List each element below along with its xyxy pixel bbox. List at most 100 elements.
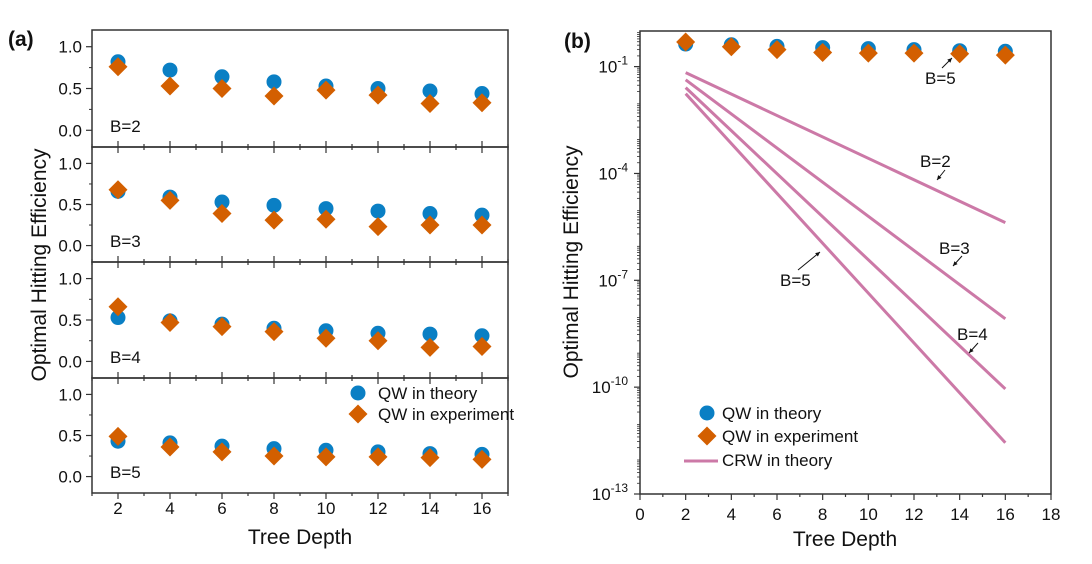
crw-line-b3: [684, 78, 1007, 320]
experiment-point: [212, 317, 232, 337]
arrow-head: [953, 261, 958, 266]
x-tick-label: 8: [818, 505, 827, 524]
experiment-point: [858, 43, 878, 63]
y-tick-label: 10-13: [592, 481, 629, 504]
arrow-head: [815, 252, 820, 257]
y-tick-label: 1.0: [58, 154, 82, 173]
legend-b: QW in theory QW in experiment CRW in theor…: [684, 404, 858, 470]
y-tick-label: 0.5: [58, 311, 82, 330]
experiment-point: [212, 79, 232, 98]
experiment-point: [368, 85, 388, 105]
panel-label-a: (a): [8, 28, 34, 51]
panel-a: (a)0.00.51.0B=20.00.51.0B=30.00.51.0B=40…: [8, 28, 514, 549]
curve-annotation: B=3: [939, 239, 970, 258]
crw-line-b5: [684, 92, 1007, 444]
experiment-point: [160, 190, 180, 210]
experiment-point: [368, 217, 388, 237]
legend-theory-marker: [699, 405, 715, 421]
theory-point: [370, 203, 386, 219]
curve-annotation: B=5: [780, 271, 811, 290]
subplot-frame: [91, 29, 509, 148]
crw-line-b2: [685, 71, 1006, 224]
subplot-b4: 0.0 0.5 1.0 B=4: [58, 261, 509, 379]
x-tick-label: 14: [950, 505, 969, 524]
subplot-label: B=5: [110, 463, 141, 482]
subplot-b2: 0.0 0.5 1.0 B=2: [58, 29, 509, 148]
x-tick-label: 16: [473, 499, 492, 518]
experiment-point: [767, 40, 787, 60]
annotation-arrow: [797, 251, 821, 271]
curve-annotation: B=2: [920, 152, 951, 171]
theory-point: [266, 74, 282, 90]
theory-point: [162, 62, 178, 78]
experiment-point: [420, 448, 440, 468]
y-tick-label: 1.0: [58, 38, 82, 57]
experiment-point: [316, 328, 336, 348]
x-axis-title: Tree Depth: [793, 528, 897, 551]
theory-point: [266, 197, 282, 213]
x-tick-label: 6: [217, 499, 226, 518]
x-tick-label: 16: [996, 505, 1015, 524]
x-tick-label: 4: [727, 505, 736, 524]
subplot-frame: [91, 261, 509, 379]
x-axis-title: Tree Depth: [248, 526, 352, 549]
experiment-point: [420, 94, 440, 114]
subplot-frame: [91, 146, 509, 263]
experiment-point: [316, 209, 336, 229]
experiment-point: [904, 43, 924, 63]
panel-label-b: (b): [564, 30, 591, 53]
theory-point: [474, 328, 490, 344]
experiment-point: [420, 337, 440, 357]
theory-point: [422, 326, 438, 342]
experiment-point: [212, 204, 232, 224]
experiment-point: [264, 446, 284, 466]
y-tick-label: 0.0: [58, 352, 82, 371]
experiment-point: [368, 331, 388, 351]
experiment-point: [108, 426, 128, 446]
y-tick-label: 0.5: [58, 427, 82, 446]
legend-experiment-label: QW in experiment: [378, 405, 514, 424]
legend-experiment-marker: [348, 404, 368, 424]
experiment-point: [995, 45, 1015, 65]
legend-crw-label: CRW in theory: [722, 451, 833, 470]
arrow-head: [937, 175, 942, 180]
subplot-label: B=3: [110, 232, 141, 251]
x-tick-label: 8: [269, 499, 278, 518]
y-tick-label: 0.5: [58, 196, 82, 215]
theory-point: [214, 69, 230, 85]
y-tick-label: 0.0: [58, 237, 82, 256]
experiment-point: [472, 93, 492, 113]
x-tick-label: 12: [905, 505, 924, 524]
y-axis-title: Optimal Hitting Efficiency: [560, 145, 583, 379]
legend-experiment-marker: [697, 426, 717, 446]
y-tick-label: 0.5: [58, 80, 82, 99]
subplot-b5: 0.0 0.5 1.0 B=5: [58, 377, 509, 499]
experiment-point: [160, 437, 180, 457]
subplot-label: B=4: [110, 348, 141, 367]
experiment-point: [472, 449, 492, 469]
theory-point: [110, 310, 126, 326]
x-tick-label: 10: [859, 505, 878, 524]
experiment-point: [472, 215, 492, 235]
curve-annotation: B=4: [957, 325, 988, 344]
x-tick-label: 12: [369, 499, 388, 518]
y-tick-label: 10-4: [598, 160, 628, 183]
x-tick-label: 4: [165, 499, 174, 518]
experiment-point: [368, 447, 388, 467]
x-tick-label: 14: [421, 499, 440, 518]
theory-point: [318, 201, 334, 217]
experiment-point: [472, 337, 492, 357]
legend-experiment-label: QW in experiment: [722, 427, 858, 446]
y-tick-label: 0.0: [58, 468, 82, 487]
experiment-point: [264, 210, 284, 230]
x-tick-label: 2: [681, 505, 690, 524]
experiment-point: [108, 57, 128, 77]
x-tick-label: 6: [772, 505, 781, 524]
experiment-point: [676, 32, 696, 52]
legend-theory-label: QW in theory: [378, 384, 478, 403]
experiment-point: [264, 86, 284, 106]
experiment-point: [212, 442, 232, 462]
y-tick-label: 1.0: [58, 385, 82, 404]
y-tick-label: 10-10: [592, 374, 629, 397]
arrow-head: [947, 58, 952, 63]
